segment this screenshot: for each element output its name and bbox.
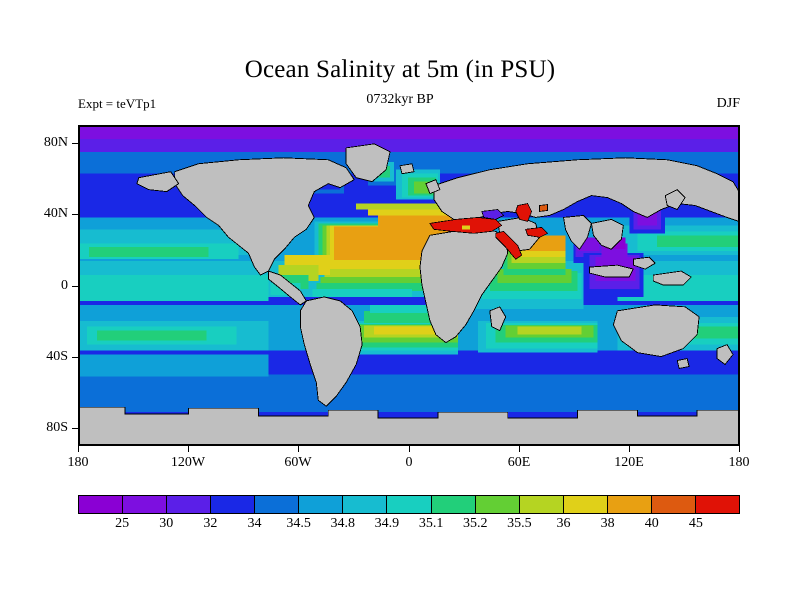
y-tick-label: 40N <box>43 206 68 221</box>
colorbar-tick-label: 34.8 <box>330 516 356 531</box>
y-tick-label: 80N <box>43 135 68 150</box>
colorbar-tick-label: 34.5 <box>286 516 311 531</box>
x-tick <box>188 446 189 452</box>
colorbar-band <box>563 496 608 513</box>
colorbar-band <box>475 496 520 513</box>
x-tick-label: 180 <box>728 455 750 470</box>
x-tick-label: 60E <box>507 455 531 470</box>
y-tick <box>72 143 78 144</box>
colorbar-band <box>695 496 739 513</box>
colorbar-tick-label: 25 <box>115 516 130 531</box>
y-tick <box>72 286 78 287</box>
colorbar-band <box>651 496 696 513</box>
colorbar-tick-label: 40 <box>644 516 659 531</box>
colorbar <box>78 495 740 514</box>
x-tick <box>629 446 630 452</box>
colorbar-tick-label: 35.1 <box>418 516 444 531</box>
x-tick-label: 120W <box>170 455 206 470</box>
x-tick-label: 60W <box>284 455 312 470</box>
colorbar-tick-label: 45 <box>688 516 703 531</box>
x-tick <box>78 446 79 452</box>
colorbar-tick-label: 38 <box>600 516 615 531</box>
colorbar-band <box>607 496 652 513</box>
x-tick <box>298 446 299 452</box>
subtitle-period: 0732kyr BP <box>366 92 434 107</box>
colorbar-band <box>211 496 256 513</box>
x-tick-label: 180 <box>67 455 89 470</box>
colorbar-band <box>431 496 476 513</box>
y-tick-label: 0 <box>61 278 68 293</box>
x-tick <box>519 446 520 452</box>
page-title: Ocean Salinity at 5m (in PSU) <box>244 56 556 83</box>
colorbar-tick-label: 32 <box>203 516 218 531</box>
y-tick-label: 40S <box>46 349 68 364</box>
colorbar-tick-labels: 25 30 32 34 34.5 34.8 34.9 35.1 35.2 35.5 36 38 40 45 <box>78 516 740 538</box>
x-tick <box>739 446 740 452</box>
y-tick <box>72 357 78 358</box>
y-tick <box>72 214 78 215</box>
experiment-label: Expt = teVTp1 <box>78 96 157 111</box>
colorbar-tick-label: 35.2 <box>462 516 488 531</box>
colorbar-tick-label: 34 <box>247 516 262 531</box>
x-tick-label: 0 <box>405 455 413 470</box>
salinity-map <box>78 125 740 446</box>
y-tick <box>72 428 78 429</box>
colorbar-band <box>167 496 212 513</box>
y-tick-label: 80S <box>46 420 68 435</box>
season-label: DJF <box>716 96 740 111</box>
colorbar-band <box>299 496 344 513</box>
colorbar-band <box>519 496 564 513</box>
colorbar-tick-label: 35.5 <box>507 516 532 531</box>
colorbar-tick-label: 36 <box>556 516 571 531</box>
colorbar-band <box>387 496 432 513</box>
colorbar-tick-label: 30 <box>159 516 174 531</box>
colorbar-band <box>255 496 300 513</box>
x-tick <box>409 446 410 452</box>
colorbar-band <box>79 496 124 513</box>
colorbar-band <box>343 496 388 513</box>
colorbar-tick-label: 34.9 <box>374 516 400 531</box>
colorbar-band <box>123 496 168 513</box>
x-tick-label: 120E <box>614 455 644 470</box>
